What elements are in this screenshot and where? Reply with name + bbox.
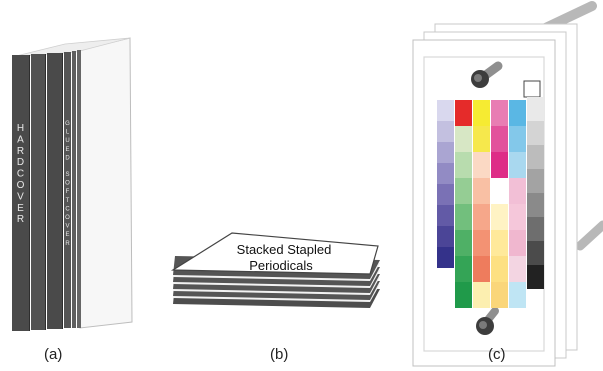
periodicals-label-line1: Stacked Stapled [237, 242, 332, 257]
color-patch [509, 126, 526, 152]
color-patch [527, 265, 544, 289]
color-patch [473, 204, 490, 230]
color-patch [473, 178, 490, 204]
color-patch [437, 226, 454, 247]
spine-hardcover [12, 55, 29, 331]
color-patch [437, 205, 454, 226]
color-patch [437, 184, 454, 205]
color-patch [455, 178, 472, 204]
color-patch [509, 204, 526, 230]
spine-2 [31, 54, 45, 330]
color-patch [437, 121, 454, 142]
color-patch [509, 178, 526, 204]
spine-softcover-2 [77, 50, 81, 328]
color-patch [509, 100, 526, 126]
caption-c: (c) [488, 346, 506, 363]
color-patch [473, 256, 490, 282]
color-patch [437, 247, 454, 268]
color-patch [527, 97, 544, 121]
panel-c-color-chart [412, 1, 603, 367]
color-patch [491, 152, 508, 178]
color-patch [437, 142, 454, 163]
panel-b-periodicals: Stacked Stapled Periodicals [170, 232, 380, 308]
color-patch [509, 230, 526, 256]
color-patch [437, 163, 454, 184]
color-patch [437, 100, 454, 121]
color-patch [527, 169, 544, 193]
color-patch [455, 230, 472, 256]
color-patch [527, 217, 544, 241]
color-patch [455, 126, 472, 152]
color-patch [491, 282, 508, 308]
color-patch [473, 282, 490, 308]
color-patch [473, 100, 490, 126]
color-patch [473, 152, 490, 178]
reference-square [523, 80, 541, 98]
color-patch [527, 121, 544, 145]
color-patch [455, 100, 472, 126]
spine-3 [47, 53, 62, 329]
caption-b: (b) [270, 346, 289, 363]
color-patch [491, 178, 508, 204]
color-patch [455, 256, 472, 282]
color-patch [491, 126, 508, 152]
color-patch [527, 193, 544, 217]
color-patch [509, 152, 526, 178]
spine-glued [64, 52, 71, 328]
color-patch [509, 256, 526, 282]
color-patch [473, 126, 490, 152]
color-patch [527, 145, 544, 169]
spine-softcover-1 [72, 51, 76, 328]
color-patch [491, 230, 508, 256]
color-patch [455, 152, 472, 178]
color-patch [491, 256, 508, 282]
color-patch [455, 204, 472, 230]
rod-right [575, 220, 603, 251]
color-patch-grid [437, 97, 544, 308]
caption-a: (a) [44, 346, 63, 363]
color-patch [527, 241, 544, 265]
stack-top-sheet [170, 232, 379, 275]
color-patch [509, 282, 526, 308]
periodicals-label-line2: Periodicals [249, 258, 313, 273]
color-patch [491, 204, 508, 230]
color-patch [473, 230, 490, 256]
book-front-cover [79, 37, 133, 329]
color-patch [491, 100, 508, 126]
color-patch [455, 282, 472, 308]
